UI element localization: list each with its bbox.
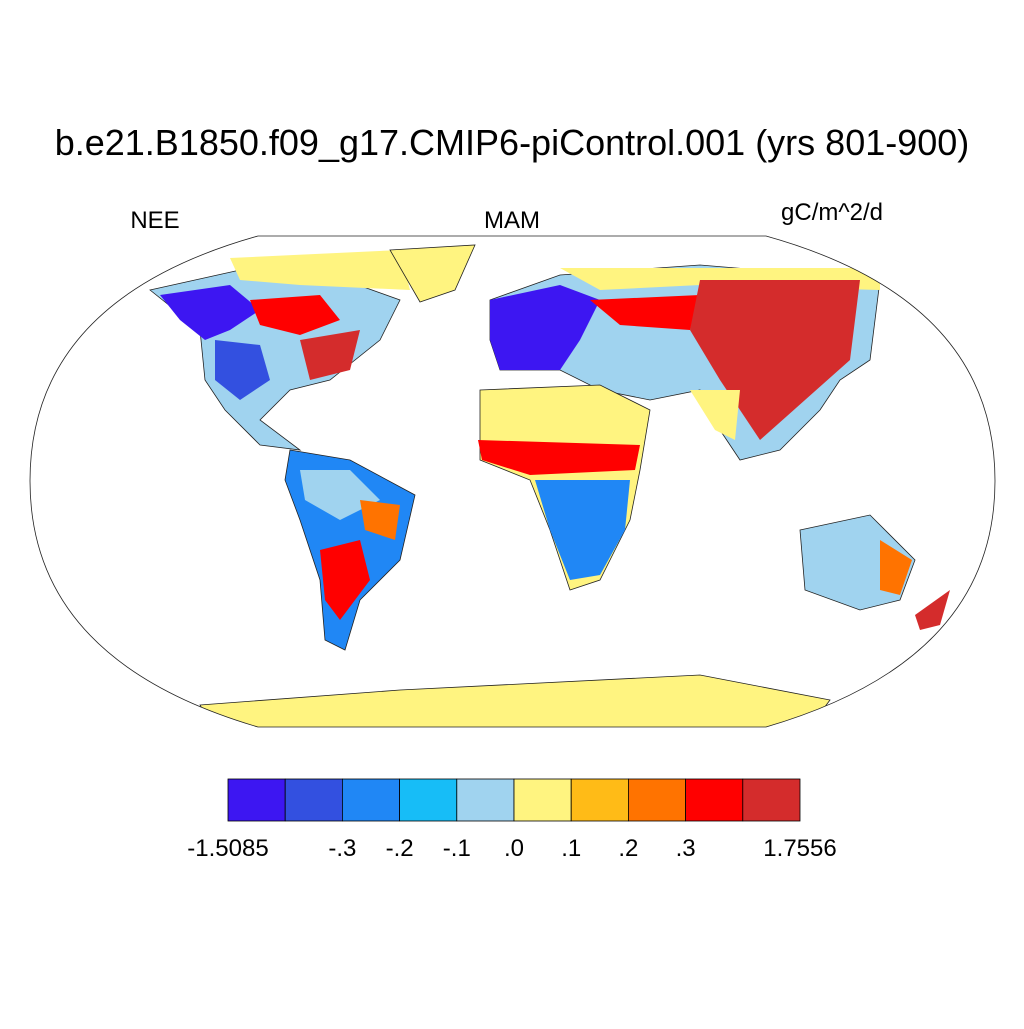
colorbar-label: -.2 [386, 835, 414, 862]
colorbar-box [685, 778, 744, 822]
colorbar-box [341, 778, 400, 822]
center-label: MAM [484, 207, 540, 234]
colorbar-label: 1.7556 [763, 835, 836, 862]
colorbar-box [284, 778, 343, 822]
colorbar-label: .1 [561, 835, 581, 862]
colorbar-label: -.1 [443, 835, 471, 862]
colorbar-box [513, 778, 572, 822]
colorbar-box [628, 778, 687, 822]
colorbar-box [227, 778, 286, 822]
colorbar-box [570, 778, 629, 822]
colorbar-box [742, 778, 801, 822]
map-border [29, 235, 996, 728]
colorbar-box [456, 778, 515, 822]
antarctica [199, 674, 831, 727]
colorbar-label: -1.5085 [187, 835, 268, 862]
colorbar-label: .0 [504, 835, 524, 862]
colorbar-label: .2 [618, 835, 638, 862]
colorbar: -1.5085 -.3 -.2 -.1 .0 .1 .2 .3 1.7556 [187, 778, 837, 862]
map [149, 244, 950, 727]
unit-label: gC/m^2/d [781, 199, 883, 226]
colorbar-box [399, 778, 458, 822]
colorbar-label: -.3 [328, 835, 356, 862]
title: b.e21.B1850.f09_g17.CMIP6-piControl.001 … [55, 122, 970, 163]
colorbar-label: .3 [676, 835, 696, 862]
left-label: NEE [130, 207, 179, 234]
